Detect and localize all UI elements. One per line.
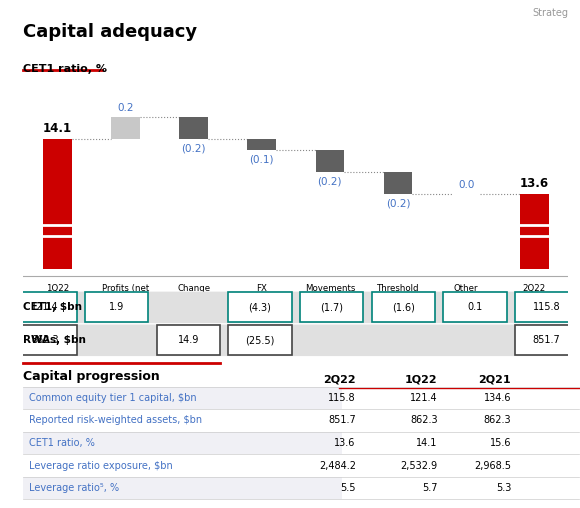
- Bar: [111, 117, 140, 139]
- Bar: [23, 409, 342, 432]
- Text: 2,968.5: 2,968.5: [474, 461, 511, 470]
- Text: 862.3: 862.3: [31, 335, 59, 345]
- FancyBboxPatch shape: [300, 292, 363, 323]
- Text: 15.6: 15.6: [490, 438, 511, 448]
- Text: 862.3: 862.3: [484, 416, 511, 426]
- Text: 5.7: 5.7: [422, 483, 437, 493]
- FancyBboxPatch shape: [372, 292, 435, 323]
- Text: 862.3: 862.3: [410, 416, 437, 426]
- FancyBboxPatch shape: [13, 325, 77, 356]
- FancyBboxPatch shape: [72, 292, 568, 323]
- Bar: [316, 150, 344, 172]
- Text: 2,532.9: 2,532.9: [400, 461, 437, 470]
- Text: 14.1: 14.1: [416, 438, 437, 448]
- Bar: [248, 139, 276, 150]
- Text: Strateg: Strateg: [532, 8, 568, 18]
- Text: 851.7: 851.7: [532, 335, 560, 345]
- FancyBboxPatch shape: [229, 292, 292, 323]
- Text: Threshold
deductions: Threshold deductions: [374, 284, 422, 304]
- FancyBboxPatch shape: [229, 325, 292, 356]
- FancyBboxPatch shape: [515, 325, 578, 356]
- Text: (25.5): (25.5): [245, 335, 275, 345]
- Text: 115.8: 115.8: [533, 302, 560, 312]
- Bar: [520, 194, 549, 269]
- FancyBboxPatch shape: [13, 292, 77, 323]
- FancyBboxPatch shape: [85, 292, 148, 323]
- Text: 0.2: 0.2: [117, 103, 133, 113]
- Text: 121.4: 121.4: [410, 393, 437, 403]
- Bar: [23, 454, 342, 477]
- Bar: [179, 117, 208, 139]
- Text: 0.1: 0.1: [467, 302, 483, 312]
- Text: CET1, $bn: CET1, $bn: [23, 302, 82, 312]
- Text: Leverage ratio exposure, $bn: Leverage ratio exposure, $bn: [28, 461, 172, 470]
- Text: Reported risk-weighted assets, $bn: Reported risk-weighted assets, $bn: [28, 416, 202, 426]
- Bar: [23, 387, 342, 409]
- Text: Common equity tier 1 capital, $bn: Common equity tier 1 capital, $bn: [28, 393, 196, 403]
- Text: 13.6: 13.6: [335, 438, 356, 448]
- Text: CET1 ratio, %: CET1 ratio, %: [28, 438, 95, 448]
- Bar: [23, 432, 342, 454]
- Text: 2,484.2: 2,484.2: [319, 461, 356, 470]
- Text: (0.1): (0.1): [249, 154, 274, 165]
- FancyBboxPatch shape: [72, 325, 568, 356]
- Text: 14.1: 14.1: [43, 122, 72, 135]
- Text: 5.5: 5.5: [340, 483, 356, 493]
- Text: Capital progression: Capital progression: [23, 370, 160, 384]
- Text: (1.6): (1.6): [392, 302, 415, 312]
- Text: 14.9: 14.9: [177, 335, 199, 345]
- Text: Leverage ratio⁵, %: Leverage ratio⁵, %: [28, 483, 119, 493]
- Text: Movements
through OCI: Movements through OCI: [304, 284, 356, 304]
- Text: (0.2): (0.2): [386, 199, 410, 208]
- FancyBboxPatch shape: [443, 292, 506, 323]
- Text: CET1 ratio, %: CET1 ratio, %: [23, 64, 107, 74]
- Text: (4.3): (4.3): [249, 302, 271, 312]
- Text: 2Q22: 2Q22: [523, 284, 546, 293]
- Text: 1Q22: 1Q22: [46, 284, 69, 293]
- Text: 5.3: 5.3: [496, 483, 511, 493]
- Text: Profits (net
of dividend
accrual)³⁷: Profits (net of dividend accrual)³⁷: [102, 284, 150, 315]
- Text: (0.2): (0.2): [318, 176, 342, 186]
- Text: 0.0: 0.0: [458, 180, 474, 189]
- Text: 13.6: 13.6: [520, 177, 549, 189]
- Text: 2Q21: 2Q21: [478, 375, 511, 385]
- Text: (0.2): (0.2): [182, 144, 206, 153]
- Text: 134.6: 134.6: [484, 393, 511, 403]
- Text: Capital adequacy: Capital adequacy: [23, 23, 197, 41]
- Bar: [43, 139, 71, 269]
- Text: 1Q22: 1Q22: [405, 375, 437, 385]
- Text: (1.7): (1.7): [320, 302, 343, 312]
- Text: Other
movements: Other movements: [441, 284, 492, 304]
- Text: 121.4: 121.4: [31, 302, 59, 312]
- Text: RWAs, $bn: RWAs, $bn: [23, 335, 86, 345]
- Text: 1.9: 1.9: [109, 302, 124, 312]
- Text: Change
in RWAs: Change in RWAs: [176, 284, 211, 304]
- Text: FX
translation
differences: FX translation differences: [238, 284, 286, 315]
- Text: 115.8: 115.8: [328, 393, 356, 403]
- FancyBboxPatch shape: [515, 292, 578, 323]
- Text: 851.7: 851.7: [328, 416, 356, 426]
- Text: 2Q22: 2Q22: [323, 375, 356, 385]
- Bar: [384, 172, 412, 194]
- Bar: [23, 477, 342, 499]
- FancyBboxPatch shape: [157, 325, 220, 356]
